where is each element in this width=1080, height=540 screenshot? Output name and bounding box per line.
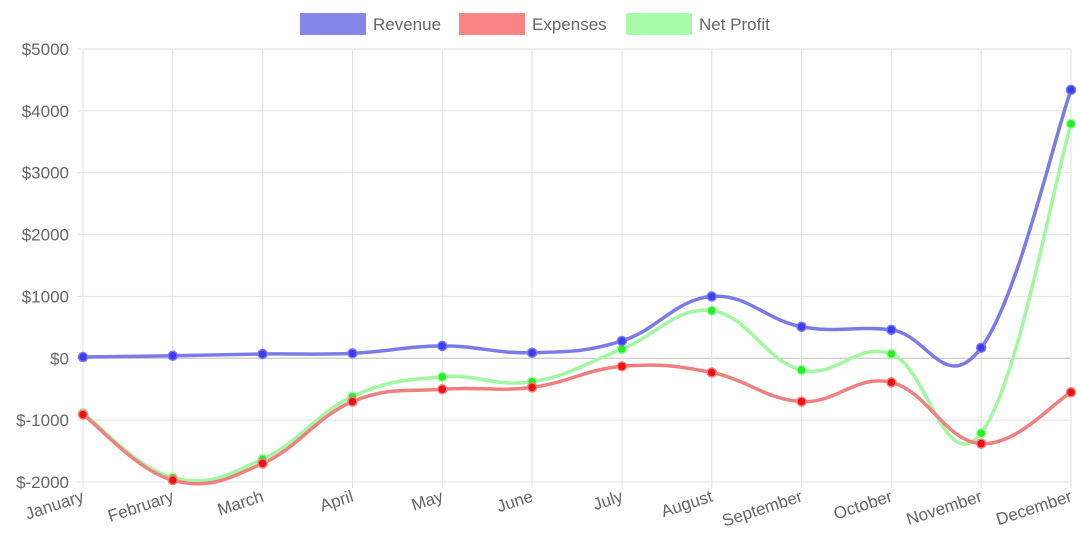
series-lines: [81, 88, 1073, 486]
data-point-net-profit[interactable]: [437, 371, 448, 383]
legend-swatch: [459, 13, 525, 35]
legend-label: Net Profit: [699, 15, 770, 34]
y-tick-label: $4000: [22, 102, 69, 121]
data-point-revenue[interactable]: [706, 291, 717, 302]
data-point-revenue[interactable]: [167, 350, 179, 362]
data-point-revenue[interactable]: [1065, 84, 1077, 96]
data-point-net-profit[interactable]: [706, 305, 717, 316]
data-point-expenses[interactable]: [796, 396, 807, 407]
data-point-expenses[interactable]: [167, 474, 179, 486]
data-point-net-profit[interactable]: [1065, 118, 1077, 130]
data-point-revenue[interactable]: [796, 321, 807, 332]
x-tick-label: March: [215, 487, 266, 520]
legend-item-expenses[interactable]: Expenses: [459, 13, 607, 35]
legend-swatch: [300, 13, 366, 35]
data-point-revenue[interactable]: [347, 348, 358, 359]
legend-item-net-profit[interactable]: Net Profit: [626, 13, 770, 35]
data-point-revenue[interactable]: [886, 324, 897, 336]
legend-swatch: [626, 13, 692, 35]
x-tick-label: October: [831, 487, 895, 524]
data-point-revenue[interactable]: [526, 347, 538, 358]
x-tick-label: April: [317, 487, 355, 516]
x-tick-label: November: [904, 487, 985, 529]
data-point-expenses[interactable]: [347, 396, 358, 407]
y-tick-label: $0: [50, 349, 69, 368]
data-point-revenue[interactable]: [77, 351, 89, 363]
y-tick-label: $3000: [22, 164, 69, 183]
data-point-revenue[interactable]: [437, 340, 448, 352]
y-tick-label: $2000: [22, 226, 69, 245]
x-tick-label: June: [494, 487, 535, 516]
data-point-expenses[interactable]: [616, 361, 628, 372]
legend[interactable]: Revenue Expenses Net Profit: [300, 13, 770, 35]
data-point-net-profit[interactable]: [796, 364, 807, 376]
data-point-expenses[interactable]: [526, 382, 538, 393]
legend-item-revenue[interactable]: Revenue: [300, 13, 441, 35]
data-point-expenses[interactable]: [706, 367, 717, 378]
legend-label: Revenue: [373, 15, 441, 34]
x-axis: January February March April May June July Augu…: [23, 487, 1075, 531]
data-point-expenses[interactable]: [1065, 387, 1077, 398]
y-tick-label: $-1000: [16, 411, 69, 430]
data-point-revenue[interactable]: [257, 348, 268, 360]
x-tick-label: August: [659, 487, 715, 522]
data-point-revenue[interactable]: [975, 342, 987, 354]
data-point-net-profit[interactable]: [886, 348, 897, 360]
y-tick-label: $5000: [22, 40, 69, 59]
data-point-expenses[interactable]: [257, 458, 268, 469]
x-tick-label: September: [720, 487, 805, 531]
legend-label: Expenses: [532, 15, 607, 34]
x-tick-label: December: [994, 487, 1075, 529]
series-line-expenses: [81, 363, 1073, 486]
series-line-net-profit: [81, 122, 1073, 483]
x-tick-label: July: [591, 487, 626, 515]
data-point-expenses[interactable]: [437, 383, 448, 395]
series-line-revenue: [81, 88, 1073, 368]
data-point-expenses[interactable]: [886, 377, 897, 388]
x-tick-label: January: [23, 487, 87, 524]
y-axis: $5000 $4000 $3000 $2000 $1000 $0 $-1000 $-2000: [16, 40, 69, 492]
data-point-expenses[interactable]: [77, 409, 89, 420]
y-tick-label: $-2000: [16, 473, 69, 492]
grid: [77, 48, 1072, 488]
data-point-net-profit[interactable]: [975, 427, 987, 439]
y-tick-label: $1000: [22, 287, 69, 306]
data-point-revenue[interactable]: [616, 335, 628, 347]
data-point-expenses[interactable]: [975, 438, 987, 449]
x-tick-label: May: [409, 487, 446, 515]
series-points[interactable]: [77, 84, 1077, 486]
x-tick-label: February: [105, 487, 176, 526]
